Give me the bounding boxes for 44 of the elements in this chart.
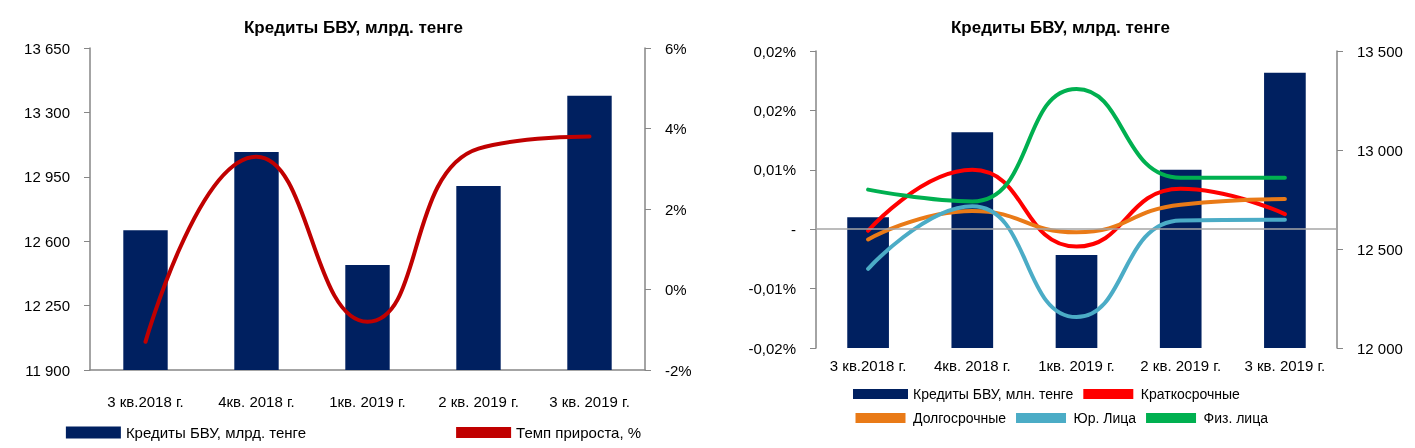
legend-label: Кредиты БВУ, млрд. тенге	[125, 424, 307, 441]
x-tick-label: 3 кв.2018 г.	[829, 357, 907, 374]
y-tick-label: 11 900	[25, 361, 70, 379]
legend-label: Физ. лица	[1203, 410, 1269, 426]
y2-tick-label: 0%	[665, 281, 687, 298]
y-tick-label: -0,01%	[748, 280, 796, 298]
line-series	[143, 134, 592, 344]
x-tick-label: 4кв. 2018 г.	[218, 393, 295, 410]
chart-title: Кредиты БВУ, млрд. тенге	[950, 18, 1171, 37]
y2-tick-label: 2%	[665, 200, 687, 218]
chart-title: Кредиты БВУ, млрд. тенге	[243, 18, 464, 37]
y2-tick-label: 12 500	[1357, 240, 1403, 258]
y2-tick-label: 6%	[665, 39, 687, 57]
y-tick-label: -	[791, 220, 796, 238]
y2-tick-label: -2%	[665, 361, 692, 379]
legend-label: Кредиты БВУ, млн. тенге	[913, 386, 1074, 402]
y-tick-label: 0,01%	[753, 161, 796, 179]
legend-label: Темп прироста, %	[516, 424, 642, 441]
x-tick-label: 4кв. 2018 г.	[934, 357, 1011, 374]
y-tick-label: 0,02%	[753, 42, 796, 60]
x-tick-label: 1кв. 2019 г.	[329, 393, 406, 410]
y2-tick-label: 13 500	[1357, 42, 1403, 60]
y-tick-label: -0,02%	[748, 339, 796, 357]
legend-label: Краткосрочные	[1140, 386, 1241, 402]
x-tick-label: 1кв. 2019 г.	[1038, 357, 1115, 374]
y2-tick-label: 13 000	[1357, 141, 1403, 159]
y-tick-label: 13 650	[24, 39, 70, 57]
x-tick-label: 2 кв. 2019 г.	[1140, 357, 1222, 374]
line-series	[866, 204, 1287, 320]
y-tick-label: 12 950	[24, 168, 70, 186]
x-tick-label: 3 кв. 2019 г.	[1244, 357, 1326, 374]
y-tick-label: 12 250	[24, 297, 70, 315]
x-tick-label: 3 кв. 2019 г.	[549, 393, 630, 410]
y-tick-label: 0,02%	[753, 101, 796, 119]
x-tick-label: 3 кв.2018 г.	[107, 393, 184, 410]
line-series	[866, 167, 1287, 249]
legend-label: Долгосрочные	[913, 410, 1007, 426]
y-tick-label: 12 600	[24, 232, 70, 250]
y2-tick-label: 4%	[665, 120, 687, 137]
legend-label: Юр. Лица	[1073, 410, 1137, 426]
line-series	[866, 87, 1287, 204]
x-tick-label: 2 кв. 2019 г.	[438, 393, 519, 410]
y2-tick-label: 12 000	[1357, 339, 1403, 357]
y-tick-label: 13 300	[24, 103, 70, 121]
